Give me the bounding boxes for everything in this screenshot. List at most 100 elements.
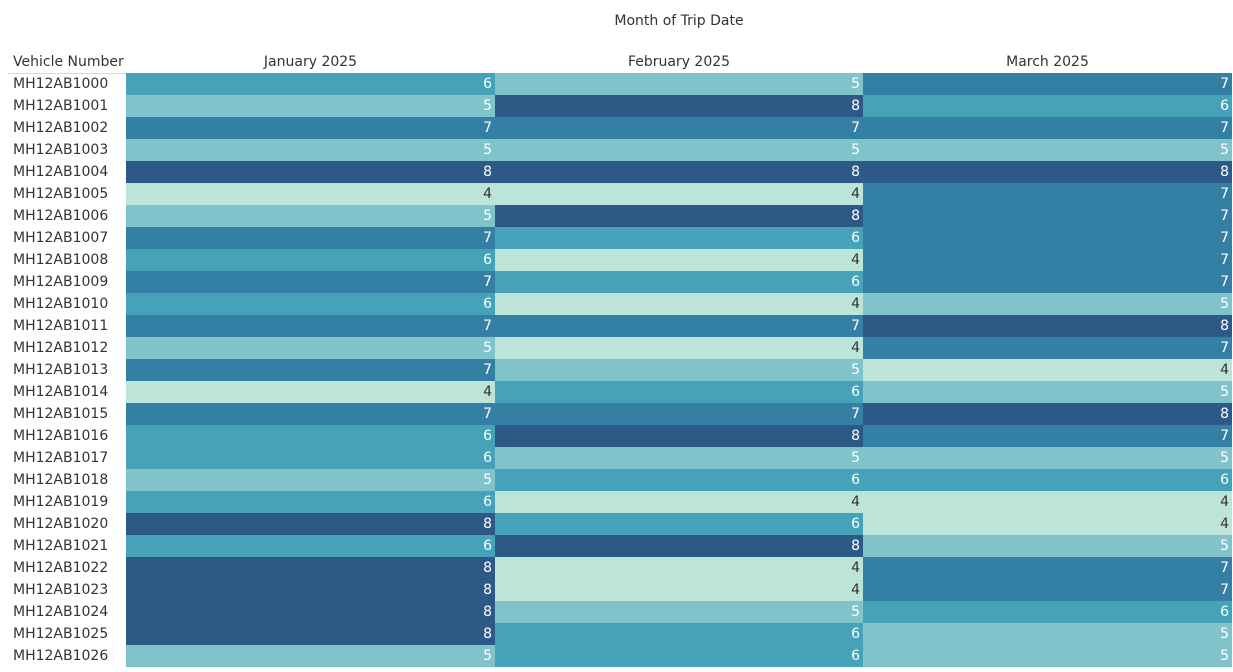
vehicle-label: MH12AB1025 (13, 626, 109, 642)
vehicle-label: MH12AB1024 (13, 604, 109, 620)
vehicle-label: MH12AB1026 (13, 648, 109, 664)
heatmap-cell: 4 (863, 491, 1232, 513)
vehicle-label: MH12AB1000 (13, 76, 109, 92)
heatmap-cell: 8 (126, 557, 495, 579)
vehicle-label: MH12AB1019 (13, 494, 109, 510)
heatmap-cell: 6 (863, 601, 1232, 623)
heatmap-cell: 5 (863, 535, 1232, 557)
heatmap-cell: 7 (126, 117, 495, 139)
heatmap-cell: 6 (495, 381, 863, 403)
heatmap-cell: 8 (126, 579, 495, 601)
heatmap-cell: 5 (863, 447, 1232, 469)
heatmap-cell: 8 (495, 535, 863, 557)
heatmap-cell: 5 (863, 139, 1232, 161)
heatmap-cell: 7 (863, 271, 1232, 293)
heatmap-cell: 6 (863, 95, 1232, 117)
heatmap-cell: 5 (126, 469, 495, 491)
heatmap-cell: 7 (863, 337, 1232, 359)
vehicle-label: MH12AB1010 (13, 296, 109, 312)
heatmap-cell: 7 (126, 403, 495, 425)
vehicle-label: MH12AB1004 (13, 164, 109, 180)
heatmap-cell: 8 (863, 161, 1232, 183)
heatmap-cell: 6 (495, 227, 863, 249)
heatmap-cell: 7 (863, 227, 1232, 249)
heatmap-cell: 5 (495, 601, 863, 623)
heatmap-cell: 4 (863, 513, 1232, 535)
vehicle-label: MH12AB1001 (13, 98, 109, 114)
heatmap-cell: 8 (495, 95, 863, 117)
vehicle-label: MH12AB1007 (13, 230, 109, 246)
heatmap-cell: 7 (863, 557, 1232, 579)
vehicle-label: MH12AB1016 (13, 428, 109, 444)
heatmap-cell: 7 (495, 403, 863, 425)
heatmap-cell: 6 (495, 623, 863, 645)
heatmap-cell: 6 (863, 469, 1232, 491)
heatmap-cell: 5 (495, 447, 863, 469)
heatmap-cell: 8 (495, 425, 863, 447)
month-header: February 2025 (627, 54, 731, 70)
heatmap-cell: 5 (126, 95, 495, 117)
heatmap-cell: 7 (126, 359, 495, 381)
heatmap-cell: 7 (863, 249, 1232, 271)
heatmap-cell: 6 (495, 271, 863, 293)
heatmap-cell: 8 (863, 403, 1232, 425)
heatmap-cell: 4 (495, 491, 863, 513)
heatmap-cell: 6 (126, 447, 495, 469)
heatmap-cell: 7 (495, 315, 863, 337)
heatmap-cell: 8 (495, 205, 863, 227)
vehicle-label: MH12AB1011 (13, 318, 109, 334)
heatmap-cell: 8 (863, 315, 1232, 337)
heatmap-cell: 8 (126, 601, 495, 623)
heatmap-cell: 7 (863, 579, 1232, 601)
heatmap-cell: 4 (126, 183, 495, 205)
month-header: March 2025 (1006, 54, 1089, 70)
heatmap-cell: 7 (863, 425, 1232, 447)
heatmap-cell: 4 (495, 183, 863, 205)
heatmap-cell: 7 (495, 117, 863, 139)
heatmap-cell: 5 (126, 645, 495, 667)
heatmap-cell: 5 (863, 293, 1232, 315)
heatmap-cell: 5 (495, 139, 863, 161)
heatmap-cell: 5 (126, 337, 495, 359)
heatmap-cell: 8 (126, 161, 495, 183)
heatmap-cell: 7 (863, 205, 1232, 227)
heatmap-cell: 4 (126, 381, 495, 403)
heatmap-cell: 4 (863, 359, 1232, 381)
heatmap-cell: 8 (126, 513, 495, 535)
heatmap-cell: 6 (126, 249, 495, 271)
vehicle-label: MH12AB1012 (13, 340, 109, 356)
heatmap-cell: 4 (495, 337, 863, 359)
vehicle-label: MH12AB1009 (13, 274, 109, 290)
heatmap-cell: 7 (863, 117, 1232, 139)
heatmap-cell: 5 (495, 359, 863, 381)
vehicle-label: MH12AB1005 (13, 186, 109, 202)
heatmap-cell: 6 (126, 293, 495, 315)
row-header-title: Vehicle Number (13, 54, 124, 70)
heatmap-cell: 7 (126, 227, 495, 249)
heatmap-cell: 7 (863, 73, 1232, 95)
heatmap-cell: 6 (126, 535, 495, 557)
heatmap-cell: 4 (495, 579, 863, 601)
vehicle-label: MH12AB1021 (13, 538, 109, 554)
heatmap-cell: 6 (126, 73, 495, 95)
vehicle-label: MH12AB1017 (13, 450, 109, 466)
heatmap-cell: 5 (126, 205, 495, 227)
vehicle-label: MH12AB1003 (13, 142, 109, 158)
heatmap-cell: 4 (495, 557, 863, 579)
heatmap-cell: 8 (495, 161, 863, 183)
vehicle-label: MH12AB1013 (13, 362, 109, 378)
heatmap-cell: 6 (126, 491, 495, 513)
month-header: January 2025 (263, 54, 358, 70)
heatmap-cell: 7 (126, 315, 495, 337)
heatmap-cell: 6 (495, 645, 863, 667)
vehicle-label: MH12AB1018 (13, 472, 109, 488)
vehicle-label: MH12AB1008 (13, 252, 109, 268)
heatmap-cell: 6 (495, 513, 863, 535)
heatmap-cell: 6 (126, 425, 495, 447)
heatmap-cell: 7 (126, 271, 495, 293)
heatmap-cell: 5 (863, 381, 1232, 403)
heatmap-cell: 8 (126, 623, 495, 645)
heatmap-cell: 4 (495, 293, 863, 315)
vehicle-label: MH12AB1014 (13, 384, 109, 400)
heatmap-cell: 5 (863, 623, 1232, 645)
